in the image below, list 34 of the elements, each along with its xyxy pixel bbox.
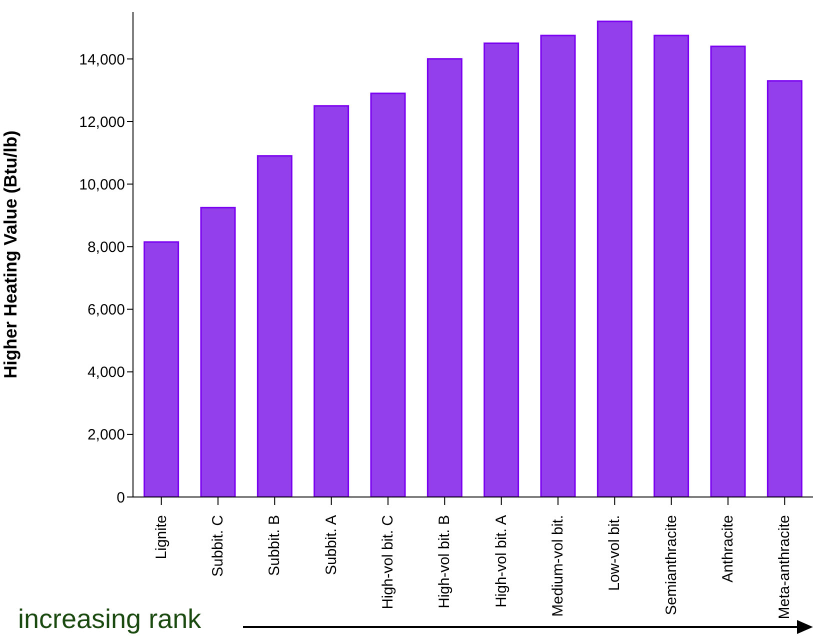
bar [256,155,292,497]
bar [426,58,462,497]
bar [596,20,632,497]
x-tick-label: Meta-anthracite [776,515,794,620]
bar [484,42,520,497]
x-tick-label: High-vol bit. B [436,515,454,608]
y-tick-label: 0 [116,489,125,506]
y-tick-label: 6,000 [87,302,125,319]
bar [654,34,690,497]
x-tick-label: Subbit. B [266,515,284,576]
bar [710,46,746,497]
x-tick-label: Low-vol bit. [606,515,624,591]
y-tick-label: 4,000 [87,364,125,382]
y-tick-label: 10,000 [79,176,125,194]
text: increasing rank [18,604,202,634]
y-tick-label: 14,000 [79,51,125,68]
x-tick-label: Anthracite [720,515,736,583]
x-tick-label: Semianthracite [662,515,680,616]
bar [314,105,350,497]
bar [200,206,236,497]
bar [370,92,406,497]
y-tick-label: 12,000 [79,114,125,131]
y-tick-label: 8,000 [87,239,125,256]
x-tick-label: Subbit. C [210,514,226,577]
x-tick-label: High-vol bit. C [380,514,396,610]
x-tick-label: Lignite [152,515,170,560]
y-axis-title: Higher Heating Value (Btu/lb) [0,130,20,379]
y-tick-label: 2,000 [87,426,125,444]
x-tick-label: Medium-vol bit. [550,515,566,617]
bar [540,34,576,497]
bar [144,241,180,497]
x-tick-label: High-vol bit. A [492,515,510,608]
x-tick-label: Subbit. A [322,515,340,576]
bar [766,80,802,497]
